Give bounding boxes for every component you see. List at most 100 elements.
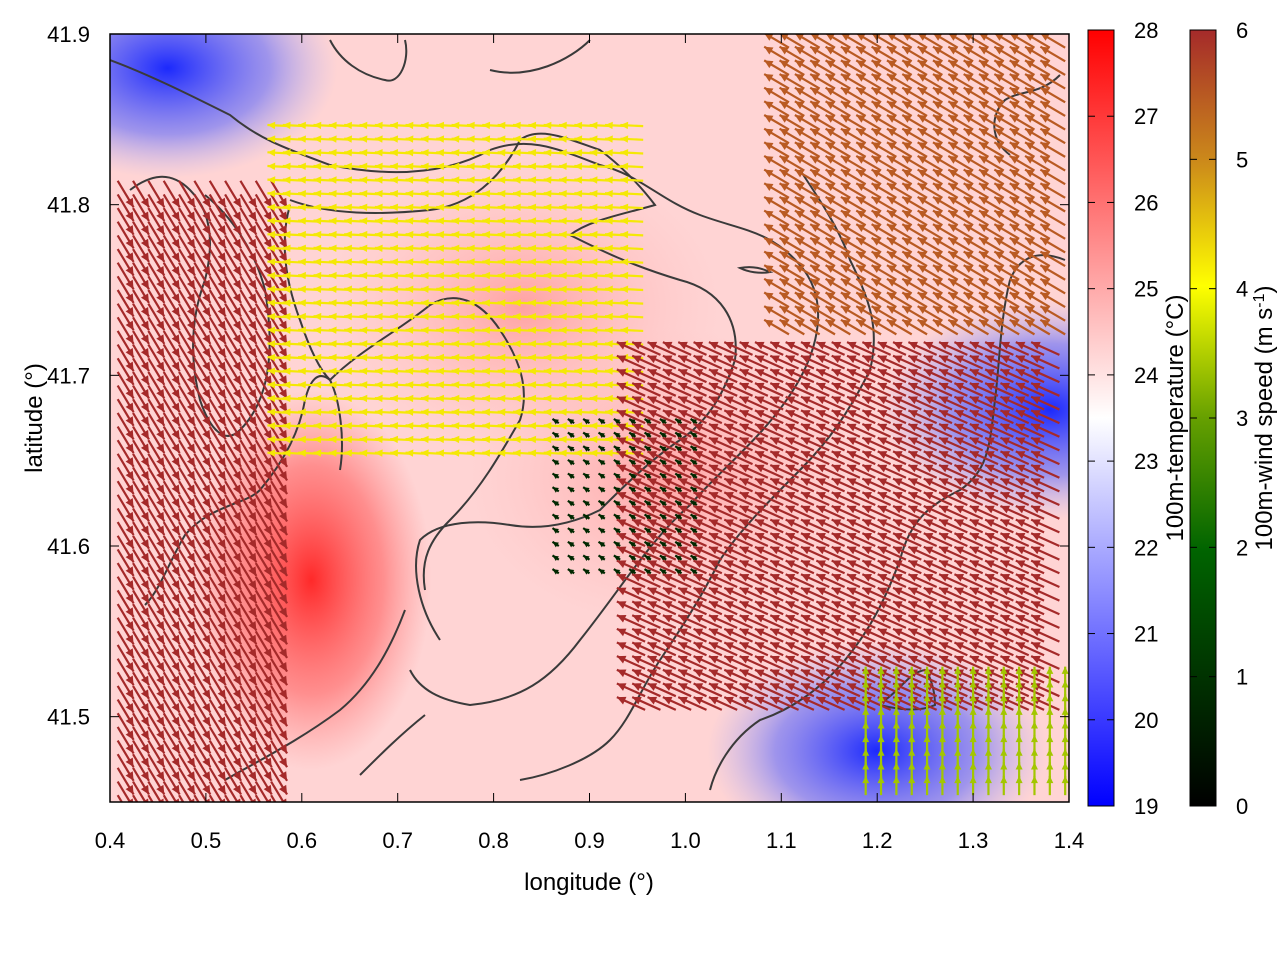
wind-arrowhead-central-plain: [558, 312, 567, 321]
wind-arrowhead-central-plain: [267, 285, 276, 293]
wind-arrowhead-central-plain: [298, 285, 306, 293]
wind-arrowhead-central-plain: [528, 189, 537, 198]
wind-arrowhead-west-ridge: [171, 771, 180, 781]
wind-arrowhead-west-ridge: [156, 225, 165, 235]
wind-arrowhead-central-plain: [528, 299, 537, 307]
wind-arrowhead-calm-zone: [567, 569, 575, 575]
wind-arrowhead-east-coast: [856, 60, 866, 69]
wind-arrowhead-central-plain: [267, 230, 276, 239]
wind-arrowhead-west-ridge: [279, 689, 288, 699]
wind-arrowhead-central-plain: [267, 258, 276, 266]
wind-arrowhead-southeast: [632, 437, 642, 446]
wind-arrowhead-central-plain: [267, 162, 276, 171]
wind-arrowhead-central-plain: [482, 285, 491, 293]
wind-arrowhead-west-ridge: [186, 320, 195, 331]
wind-arrowhead-southeast: [969, 423, 980, 432]
wind-arrowhead-central-plain: [589, 176, 598, 184]
wind-arrowhead-southeast: [770, 355, 780, 364]
wind-arrowhead-east-coast: [1009, 278, 1019, 287]
wind-arrowhead-east-coast: [932, 183, 943, 191]
wind-arrowhead-southeast: [770, 505, 780, 514]
wind-arrowhead-central-plain: [512, 367, 521, 375]
wind-arrowhead-southeast: [1000, 614, 1011, 623]
wind-arrowhead-southeast: [954, 642, 965, 650]
wind-arrowhead-west-ridge: [248, 238, 257, 249]
wind-arrowhead-east-coast: [932, 278, 943, 287]
wind-arrowhead-west-ridge: [125, 484, 134, 495]
wind-arrowhead-west-ridge: [171, 211, 180, 222]
wind-arrowhead-west-ridge: [186, 279, 195, 290]
wind-arrowhead-central-plain: [466, 121, 475, 130]
wind-arrowhead-southeast: [923, 505, 934, 514]
wind-arrowhead-west-ridge: [249, 798, 256, 802]
wind-arrowhead-central-plain: [466, 217, 475, 225]
wind-arrowhead-central-plain: [374, 285, 383, 293]
wind-arrowhead-calm-zone: [659, 473, 667, 480]
contour-line: [359, 714, 426, 776]
wind-arrowhead-east-coast: [1025, 306, 1035, 314]
wind-arrowhead-southeast-corner: [908, 666, 916, 674]
wind-arrowhead-central-plain: [420, 422, 429, 430]
wind-arrowhead-east-coast: [825, 265, 835, 273]
wind-arrowhead-southeast: [893, 410, 903, 418]
wind-arrowhead-southeast: [739, 533, 750, 541]
wind-arrowhead-central-plain: [374, 176, 383, 184]
wind-arrowhead-central-plain: [604, 271, 613, 280]
wind-arrowhead-central-plain: [589, 217, 598, 225]
wind-arrowhead-central-plain: [436, 258, 445, 266]
wind-arrow-west-ridge: [162, 794, 170, 802]
wind-arrowhead-central-plain: [374, 149, 383, 157]
wind-arrowhead-southeast: [908, 642, 918, 650]
wind-arrowhead-west-ridge: [279, 279, 288, 290]
wind-arrowhead-southeast: [647, 683, 658, 691]
wind-arrowhead-calm-zone: [629, 473, 636, 480]
wind-arrowhead-west-ridge: [156, 662, 165, 672]
wind-arrowhead-southeast: [893, 601, 903, 609]
wind-arrowhead-central-plain: [344, 394, 352, 403]
wind-arrowhead-west-ridge: [263, 402, 272, 413]
wind-arrowhead-southeast: [939, 478, 949, 487]
wind-arrowhead-southeast: [662, 492, 673, 500]
wind-arrowhead-east-coast: [917, 319, 927, 328]
wind-arrowhead-southeast: [1015, 369, 1026, 377]
wind-arrowhead-southeast: [1031, 587, 1041, 596]
wind-arrowhead-west-ridge: [156, 702, 165, 713]
wind-arrowhead-central-plain: [359, 230, 368, 239]
wind-arrowhead-southeast: [647, 355, 658, 364]
wind-arrowhead-west-ridge: [186, 388, 195, 399]
wind-arrowhead-southeast: [662, 382, 673, 391]
wind-arrowhead-southeast: [785, 560, 796, 568]
wind-arrowhead-southeast: [893, 505, 903, 514]
wind-arrowhead-central-plain: [528, 340, 537, 348]
wind-arrowhead-west-ridge: [202, 607, 211, 617]
wind-arrowhead-west-ridge: [140, 580, 149, 590]
wind-arrowhead-southeast: [969, 546, 980, 555]
wind-arrowhead-west-ridge: [233, 375, 242, 385]
wind-arrowhead-southeast: [708, 478, 719, 487]
wind-arrowhead-southeast: [862, 546, 872, 555]
wind-arrowhead-west-ridge: [142, 798, 149, 802]
wind-arrowhead-east-coast: [871, 210, 881, 219]
wind-arrowhead-west-ridge: [186, 347, 195, 358]
wind-arrowhead-west-ridge: [279, 771, 288, 781]
wind-arrowhead-west-ridge: [233, 675, 242, 686]
wind-arrowhead-southeast: [908, 655, 918, 664]
wind-arrowhead-central-plain: [604, 149, 613, 157]
wind-arrowhead-east-coast: [1009, 169, 1019, 178]
wind-arrowhead-southeast: [1015, 587, 1026, 596]
wind-arrowhead-west-ridge: [186, 293, 195, 303]
wind-arrowhead-east-coast: [917, 87, 927, 96]
wind-arrowhead-southeast: [616, 655, 627, 664]
wind-arrowhead-east-coast: [886, 101, 897, 110]
wind-arrowhead-east-coast: [932, 87, 943, 96]
wind-arrowhead-central-plain: [512, 312, 521, 321]
wind-arrowhead-east-coast: [902, 169, 912, 178]
wind-arrowhead-southeast: [862, 492, 872, 500]
wind-arrowhead-central-plain: [313, 353, 322, 362]
wind-arrowhead-central-plain: [558, 285, 567, 293]
wind-arrowhead-central-plain: [298, 299, 306, 307]
wind-arrowhead-central-plain: [497, 189, 506, 198]
wind-arrowhead-southeast: [862, 505, 872, 514]
wind-arrowhead-east-coast: [917, 128, 927, 137]
wind-arrowhead-west-ridge: [263, 552, 272, 563]
